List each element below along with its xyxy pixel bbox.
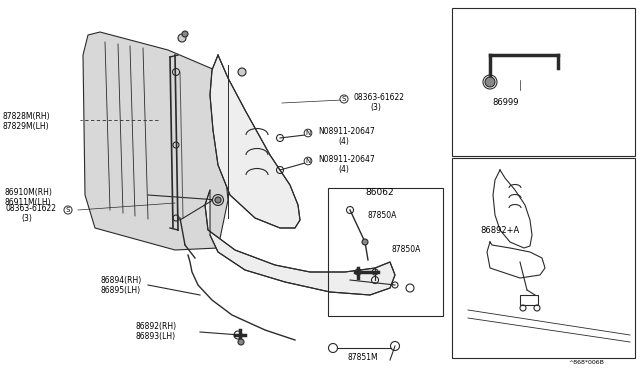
Text: 86892(RH): 86892(RH) [136,321,177,330]
Bar [452,158,635,358]
Text: (4): (4) [338,164,349,173]
Text: 86893(LH): 86893(LH) [136,331,176,340]
Circle shape [182,31,188,37]
Circle shape [178,34,186,42]
Text: ^868*006B: ^868*006B [568,359,604,365]
Text: N: N [305,158,310,164]
Text: S: S [66,207,70,213]
Bar [520,295,538,305]
Text: 86894(RH): 86894(RH) [100,276,141,285]
Text: N08911-20647: N08911-20647 [318,126,375,135]
Polygon shape [210,55,300,228]
Text: 87850A: 87850A [368,211,397,219]
Text: 86910M(RH): 86910M(RH) [4,187,52,196]
Text: (3): (3) [370,103,381,112]
Text: 86895(LH): 86895(LH) [100,286,140,295]
Circle shape [215,197,221,203]
Circle shape [362,239,368,245]
Bar [328,188,443,316]
Circle shape [238,68,246,76]
Text: S: S [342,96,346,102]
Bar [452,8,635,156]
Text: 86892+A: 86892+A [480,225,519,234]
Text: 87828M(RH): 87828M(RH) [2,112,50,121]
Text: (4): (4) [338,137,349,145]
Text: 87829M(LH): 87829M(LH) [2,122,49,131]
Text: N: N [305,130,310,136]
Text: N08911-20647: N08911-20647 [318,154,375,164]
Text: 87850A: 87850A [392,246,421,254]
Circle shape [212,195,223,205]
Text: 86911M(LH): 86911M(LH) [4,198,51,206]
Text: 08363-61622: 08363-61622 [5,203,56,212]
Text: 08363-61622: 08363-61622 [354,93,405,102]
Polygon shape [83,32,228,250]
Polygon shape [205,190,395,295]
Text: 86999: 86999 [493,97,519,106]
Text: 86062: 86062 [365,187,394,196]
Text: (3): (3) [21,214,32,222]
Circle shape [238,339,244,345]
Text: 87851M: 87851M [348,353,379,362]
Circle shape [485,77,495,87]
